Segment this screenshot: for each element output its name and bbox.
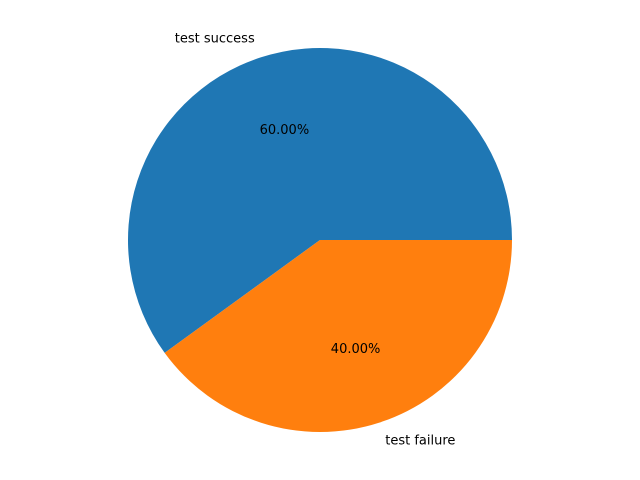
slice-category-label: test success	[175, 32, 255, 47]
slice-percent-label: 60.00%	[260, 123, 310, 138]
pie-slices	[127, 47, 512, 433]
slice-category-label: test failure	[385, 433, 455, 448]
slice-percent-label: 40.00%	[331, 342, 381, 357]
pie-slice-test-failure	[164, 240, 512, 433]
pie-labels: 60.00% test success 40.00% test failure	[175, 32, 456, 449]
pie-slice-test-success	[127, 47, 512, 353]
